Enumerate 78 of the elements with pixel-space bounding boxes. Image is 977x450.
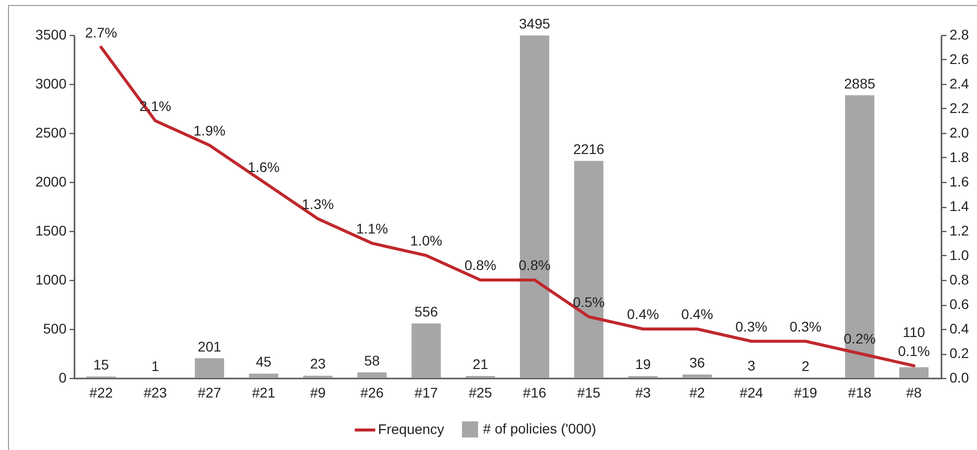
bar bbox=[845, 95, 874, 378]
legend-label: # of policies ('000) bbox=[483, 420, 596, 436]
x-tick-label: #24 bbox=[740, 384, 764, 400]
x-tick-label: #16 bbox=[522, 384, 546, 400]
x-tick-label: #26 bbox=[360, 384, 384, 400]
data-label: 23 bbox=[310, 356, 326, 372]
x-tick-label: #8 bbox=[906, 384, 922, 400]
data-label: 201 bbox=[198, 338, 222, 354]
x-tick-label: #17 bbox=[414, 384, 438, 400]
data-label: 0.4% bbox=[627, 306, 659, 322]
y2-tick-label: 0.8 bbox=[950, 272, 970, 288]
y-tick-label: 2000 bbox=[35, 174, 67, 190]
data-label: 556 bbox=[414, 304, 438, 320]
data-label: 45 bbox=[256, 354, 272, 370]
data-label: 2 bbox=[802, 358, 810, 374]
bar bbox=[574, 160, 604, 378]
y2-tick-label: 1.2 bbox=[950, 222, 970, 238]
x-tick-label: #25 bbox=[468, 384, 492, 400]
data-label: 1.0% bbox=[410, 232, 442, 248]
y2-tick-label: 1.4 bbox=[950, 198, 970, 214]
bar bbox=[899, 367, 929, 378]
y-tick-label: 3500 bbox=[35, 26, 67, 42]
data-label: 19 bbox=[635, 356, 651, 372]
bar bbox=[249, 374, 278, 378]
bar bbox=[357, 372, 387, 378]
y2-tick-label: 0.0 bbox=[950, 370, 970, 386]
y2-tick-label: 2.2 bbox=[950, 100, 970, 116]
data-label: 15 bbox=[93, 356, 110, 373]
data-label: 1.3% bbox=[302, 196, 334, 212]
data-label: 58 bbox=[364, 352, 380, 368]
data-label: 1.6% bbox=[248, 159, 280, 175]
data-label: 1.1% bbox=[356, 220, 388, 236]
bar bbox=[520, 35, 550, 378]
bar bbox=[194, 358, 224, 378]
x-tick-label: #15 bbox=[577, 384, 601, 400]
y2-tick-label: 2.0 bbox=[950, 124, 970, 140]
y2-tick-label: 1.8 bbox=[950, 149, 970, 165]
y-tick-label: 3000 bbox=[35, 76, 67, 92]
bar bbox=[412, 324, 441, 378]
y-tick-label: 500 bbox=[43, 320, 67, 336]
y2-tick-label: 1.0 bbox=[950, 247, 970, 263]
legend-label: Frequency bbox=[378, 421, 444, 437]
y2-tick-label: 0.4 bbox=[950, 320, 970, 336]
y2-tick-label: 0.6 bbox=[950, 296, 970, 312]
y2-tick-label: 2.6 bbox=[950, 51, 970, 67]
y-tick-label: 1000 bbox=[35, 272, 67, 288]
data-label: 0.1% bbox=[898, 342, 930, 359]
data-label: 36 bbox=[689, 354, 706, 370]
data-label: 2.7% bbox=[85, 24, 118, 40]
y2-tick-label: 2.8 bbox=[950, 26, 970, 42]
x-tick-label: #23 bbox=[144, 384, 168, 400]
bar bbox=[682, 374, 712, 378]
data-label: 21 bbox=[472, 356, 488, 372]
data-label: 3495 bbox=[519, 15, 550, 32]
data-label: 0.3% bbox=[735, 318, 768, 334]
x-tick-label: #19 bbox=[794, 384, 818, 400]
x-tick-label: #27 bbox=[198, 384, 222, 400]
data-label: 1.9% bbox=[194, 122, 226, 138]
data-label: 2885 bbox=[844, 75, 876, 92]
data-label: 0.8% bbox=[464, 257, 496, 273]
y-tick-label: 2500 bbox=[35, 124, 67, 140]
data-label: 110 bbox=[902, 324, 926, 340]
y-tick-label: 1500 bbox=[35, 222, 67, 238]
data-label: 0.3% bbox=[790, 318, 822, 334]
x-tick-label: #9 bbox=[310, 384, 326, 400]
data-label: 2216 bbox=[573, 140, 605, 157]
data-label: 3 bbox=[747, 358, 756, 374]
x-tick-label: #3 bbox=[635, 384, 651, 400]
data-label: 1 bbox=[151, 358, 160, 374]
y2-tick-label: 1.6 bbox=[950, 174, 970, 190]
x-tick-label: #2 bbox=[689, 384, 706, 400]
y-tick-label: 0 bbox=[58, 370, 67, 386]
y2-tick-label: 2.4 bbox=[950, 76, 970, 92]
x-tick-label: #21 bbox=[252, 384, 276, 400]
x-tick-label: #22 bbox=[89, 384, 113, 400]
x-tick-label: #18 bbox=[848, 384, 872, 400]
y2-tick-label: 0.2 bbox=[950, 345, 970, 361]
data-label: 0.4% bbox=[681, 306, 714, 322]
